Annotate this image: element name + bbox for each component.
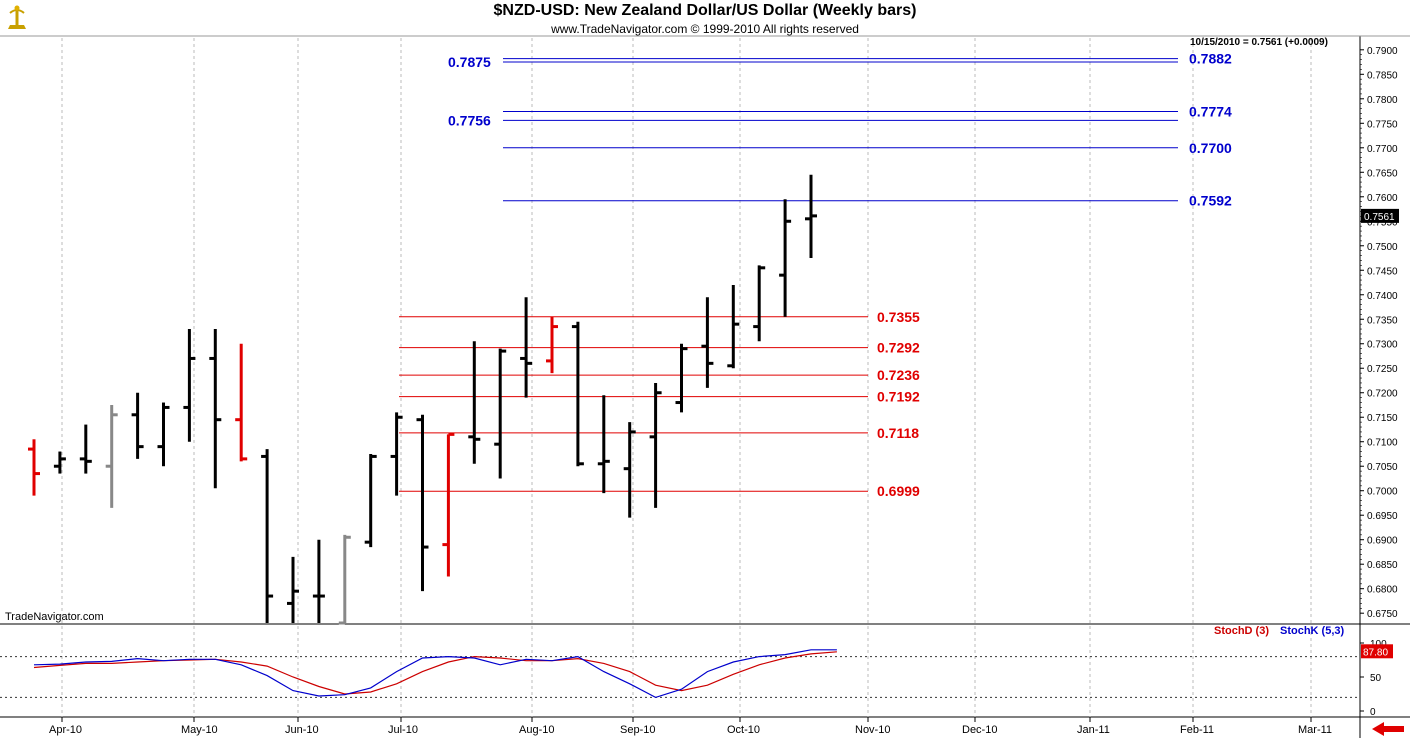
- stoch-d-legend: StochD (3): [1214, 625, 1269, 637]
- y-tick-label: 0.7800: [1367, 95, 1398, 106]
- stoch-k-line: [33, 649, 837, 699]
- stoch-last-box: [1361, 644, 1393, 659]
- y-tick-label: 0.6850: [1367, 560, 1398, 571]
- y-tick-label: 0.7150: [1367, 413, 1398, 424]
- x-tick-label: Jul-10: [388, 724, 418, 736]
- resistance-level-label: 0.7756: [448, 112, 491, 128]
- scroll-left-arrow-icon: [1372, 722, 1404, 736]
- resistance-level-label: 0.7700: [1189, 140, 1232, 156]
- resistance-level-label: 0.7882: [1189, 51, 1232, 67]
- stoch-y-tick-label: 50: [1370, 673, 1382, 684]
- x-tick-label: Oct-10: [727, 724, 760, 736]
- resistance-level-label: 0.7875: [448, 54, 491, 70]
- y-tick-label: 0.7250: [1367, 364, 1398, 375]
- y-tick-label: 0.6950: [1367, 511, 1398, 522]
- y-tick-label: 0.6900: [1367, 536, 1398, 547]
- x-tick-label: Feb-11: [1180, 724, 1214, 736]
- chart-title: $NZD-USD: New Zealand Dollar/US Dollar (…: [493, 2, 917, 19]
- resistance-level-label: 0.7774: [1189, 104, 1232, 120]
- y-tick-label: 0.7300: [1367, 340, 1398, 351]
- stoch-d-line: [33, 651, 837, 695]
- y-tick-label: 0.6750: [1367, 609, 1398, 620]
- x-tick-label: Jun-10: [285, 724, 319, 736]
- y-tick-label: 0.7750: [1367, 119, 1398, 130]
- y-tick-label: 0.7050: [1367, 462, 1398, 473]
- last-price-label: 0.7561: [1364, 212, 1395, 223]
- stoch-y-tick-label: 0: [1370, 707, 1376, 718]
- y-tick-label: 0.7400: [1367, 291, 1398, 302]
- support-level-label: 0.7236: [877, 367, 920, 383]
- support-level-label: 0.7118: [877, 425, 919, 441]
- y-tick-label: 0.7350: [1367, 315, 1398, 326]
- support-level-label: 0.7292: [877, 340, 920, 356]
- y-tick-label: 0.7650: [1367, 168, 1398, 179]
- resistance-level-label: 0.7592: [1189, 193, 1232, 209]
- x-tick-label: May-10: [181, 724, 218, 736]
- y-tick-label: 0.7100: [1367, 438, 1398, 449]
- x-tick-label: Nov-10: [855, 724, 890, 736]
- trade-navigator-logo: [4, 3, 30, 33]
- x-tick-label: Mar-11: [1298, 724, 1332, 736]
- x-tick-label: Apr-10: [49, 724, 82, 736]
- y-tick-label: 0.7500: [1367, 242, 1398, 253]
- last-quote-readout: 10/15/2010 = 0.7561 (+0.0009): [1190, 37, 1328, 48]
- support-level-label: 0.7192: [877, 389, 920, 405]
- y-tick-label: 0.7450: [1367, 266, 1398, 277]
- y-tick-label: 0.7000: [1367, 487, 1398, 498]
- x-tick-label: Jan-11: [1077, 724, 1110, 736]
- stoch-k-legend: StochK (5,3): [1280, 625, 1345, 637]
- y-tick-label: 0.7900: [1367, 46, 1398, 57]
- x-tick-label: Sep-10: [620, 724, 655, 736]
- x-tick-label: Dec-10: [962, 724, 997, 736]
- stoch-last-label: 87.80: [1363, 647, 1388, 658]
- y-tick-label: 0.6800: [1367, 585, 1398, 596]
- y-tick-label: 0.7200: [1367, 389, 1398, 400]
- support-level-label: 0.6999: [877, 483, 920, 499]
- y-tick-label: 0.7850: [1367, 70, 1398, 81]
- watermark: TradeNavigator.com: [5, 611, 104, 623]
- last-price-box: [1361, 208, 1399, 223]
- y-tick-label: 0.7600: [1367, 193, 1398, 204]
- y-tick-label: 0.7700: [1367, 144, 1398, 155]
- support-level-label: 0.7355: [877, 309, 920, 325]
- copyright-text: www.TradeNavigator.com © 1999-2010 All r…: [551, 22, 859, 36]
- x-tick-label: Aug-10: [519, 724, 554, 736]
